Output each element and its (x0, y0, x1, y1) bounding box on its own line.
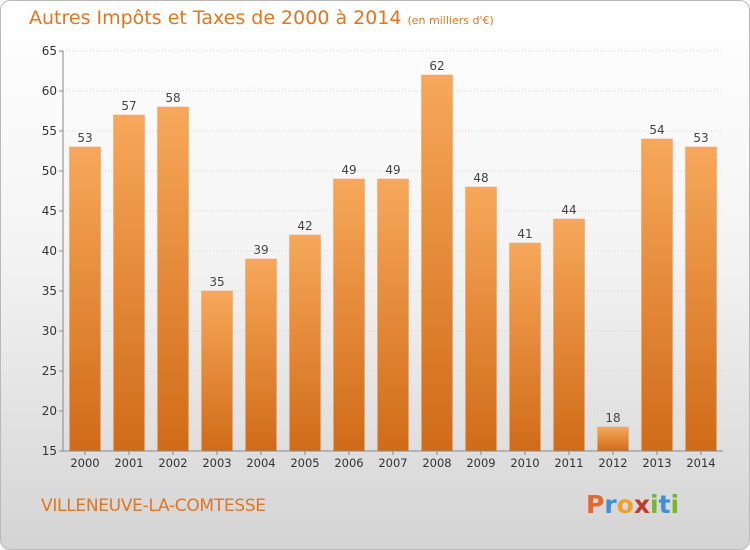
bar-value-label: 42 (297, 219, 312, 233)
x-tick-label: 2000 (70, 456, 99, 470)
bar (421, 74, 453, 452)
bar-value-label: 48 (473, 171, 488, 185)
y-tick-label: 25 (42, 364, 57, 378)
proxiti-logo: Proxiti (586, 490, 679, 519)
bar (685, 146, 717, 452)
logo-letter: i (670, 490, 680, 519)
logo-letter: o (616, 490, 634, 519)
bar-value-label: 39 (253, 243, 268, 257)
bar (157, 106, 189, 452)
x-tick-label: 2004 (246, 456, 275, 470)
chart-title: Autres Impôts et Taxes de 2000 à 2014 (en… (29, 7, 494, 29)
y-tick-label: 45 (42, 204, 57, 218)
logo-letter: t (658, 490, 671, 519)
bar-value-label: 41 (517, 227, 532, 241)
x-tick-label: 2014 (686, 456, 715, 470)
bar (289, 234, 321, 452)
y-tick-label: 60 (42, 84, 57, 98)
bar-value-label: 53 (77, 131, 92, 145)
y-tick-label: 50 (42, 164, 57, 178)
x-tick-label: 2008 (422, 456, 451, 470)
bar-value-label: 54 (649, 123, 664, 137)
y-tick-label: 40 (42, 244, 57, 258)
y-tick-label: 20 (42, 404, 57, 418)
bar-chart: 53 57 58 35 39 42 49 49 62 48 41 44 18 54 53 15 20 25 30 3… (42, 44, 723, 470)
y-tick-label: 35 (42, 284, 57, 298)
bar (377, 178, 409, 452)
bar (597, 426, 629, 452)
bar (553, 218, 585, 452)
bar-value-label: 35 (209, 275, 224, 289)
x-tick-label: 2006 (334, 456, 363, 470)
bar (641, 138, 673, 452)
y-tick-label: 30 (42, 324, 57, 338)
bar-value-label: 49 (341, 163, 356, 177)
bar-value-label: 18 (605, 411, 620, 425)
logo-letter: r (604, 490, 617, 519)
bar-value-label: 53 (693, 131, 708, 145)
bar (201, 290, 233, 452)
x-tick-label: 2005 (290, 456, 319, 470)
bar (69, 146, 101, 452)
x-tick-label: 2001 (114, 456, 143, 470)
chart-title-text: Autres Impôts et Taxes de 2000 à 2014 (29, 7, 402, 29)
bar-value-label: 58 (165, 91, 180, 105)
x-tick-label: 2003 (202, 456, 231, 470)
x-tick-label: 2010 (510, 456, 539, 470)
x-tick-label: 2009 (466, 456, 495, 470)
bar-value-label: 49 (385, 163, 400, 177)
x-tick-label: 2002 (158, 456, 187, 470)
y-tick-label: 55 (42, 124, 57, 138)
bar-value-label: 62 (429, 59, 444, 73)
bar-value-label: 44 (561, 203, 576, 217)
y-tick-label: 15 (42, 444, 57, 458)
bar (509, 242, 541, 452)
logo-letter: x (633, 490, 650, 519)
commune-name: VILLENEUVE-LA-COMTESSE (41, 496, 266, 516)
logo-letter: i (650, 490, 659, 519)
bar (465, 186, 497, 452)
x-tick-label: 2007 (378, 456, 407, 470)
x-tick-label: 2012 (598, 456, 627, 470)
bar-value-label: 57 (121, 99, 136, 113)
logo-letter: P (586, 490, 605, 519)
bar (333, 178, 365, 452)
x-tick-label: 2013 (642, 456, 671, 470)
chart-unit: (en milliers d'€) (407, 14, 494, 27)
x-tick-label: 2011 (554, 456, 583, 470)
bar (113, 114, 145, 452)
bar (245, 258, 277, 452)
y-tick-label: 65 (42, 44, 57, 58)
